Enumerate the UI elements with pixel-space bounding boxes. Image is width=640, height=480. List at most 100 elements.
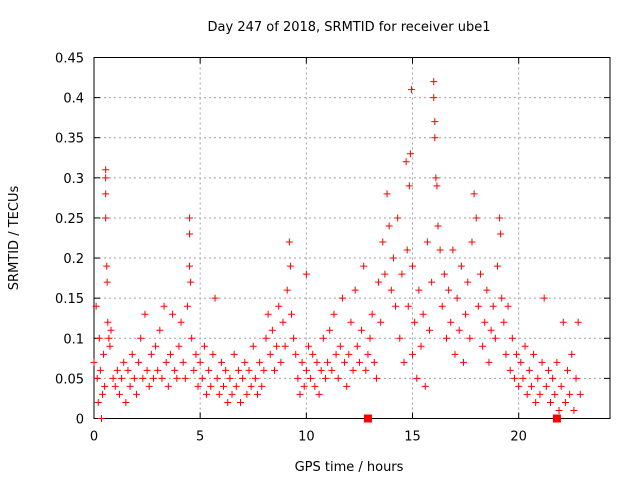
data-points bbox=[90, 78, 584, 423]
data-point bbox=[576, 390, 584, 398]
data-point bbox=[403, 246, 411, 254]
data-point bbox=[190, 366, 198, 374]
data-point bbox=[570, 406, 578, 414]
data-point bbox=[132, 390, 140, 398]
data-point bbox=[519, 374, 527, 382]
data-point bbox=[409, 350, 417, 358]
data-point bbox=[385, 222, 393, 230]
data-point bbox=[358, 326, 366, 334]
y-tick-label: 0.4 bbox=[63, 92, 84, 107]
data-point bbox=[196, 358, 204, 366]
data-point bbox=[405, 182, 413, 190]
data-point bbox=[130, 374, 138, 382]
data-point bbox=[508, 334, 516, 342]
data-point bbox=[102, 190, 110, 198]
data-point bbox=[366, 334, 374, 342]
data-point bbox=[394, 214, 402, 222]
data-point bbox=[341, 358, 349, 366]
data-point bbox=[102, 214, 110, 222]
data-point bbox=[188, 334, 196, 342]
data-point bbox=[149, 374, 157, 382]
gap-marker bbox=[363, 414, 372, 423]
data-point bbox=[572, 374, 580, 382]
data-point bbox=[181, 374, 189, 382]
data-point bbox=[198, 374, 206, 382]
data-point bbox=[553, 358, 561, 366]
data-point bbox=[94, 398, 102, 406]
data-point bbox=[436, 246, 444, 254]
data-point bbox=[402, 158, 410, 166]
data-point bbox=[321, 374, 329, 382]
data-point bbox=[362, 366, 370, 374]
data-point bbox=[513, 350, 521, 358]
data-point bbox=[349, 366, 357, 374]
data-point bbox=[445, 286, 453, 294]
data-point bbox=[396, 334, 404, 342]
data-point bbox=[432, 174, 440, 182]
data-point bbox=[527, 382, 535, 390]
data-point bbox=[568, 350, 576, 358]
grid-lines bbox=[94, 57, 610, 419]
data-point bbox=[258, 382, 266, 390]
x-tick-label: 5 bbox=[196, 430, 204, 445]
data-point bbox=[372, 374, 380, 382]
data-point bbox=[239, 374, 247, 382]
data-point bbox=[411, 318, 419, 326]
data-point bbox=[426, 326, 434, 334]
data-point bbox=[260, 366, 268, 374]
data-point bbox=[387, 286, 395, 294]
data-point bbox=[228, 390, 236, 398]
data-point bbox=[338, 294, 346, 302]
data-point bbox=[186, 262, 194, 270]
data-point bbox=[353, 342, 361, 350]
data-point bbox=[466, 334, 474, 342]
data-point bbox=[368, 310, 376, 318]
data-point bbox=[455, 326, 463, 334]
data-point bbox=[540, 294, 548, 302]
y-tick-label: 0.2 bbox=[63, 252, 84, 267]
data-point bbox=[249, 342, 257, 350]
data-point bbox=[574, 318, 582, 326]
data-point bbox=[162, 358, 170, 366]
data-point bbox=[506, 366, 514, 374]
data-point bbox=[194, 382, 202, 390]
data-point bbox=[547, 398, 555, 406]
data-point bbox=[296, 390, 304, 398]
data-point bbox=[464, 278, 472, 286]
data-point bbox=[419, 310, 427, 318]
data-point bbox=[355, 358, 363, 366]
data-point bbox=[459, 358, 467, 366]
data-point bbox=[315, 390, 323, 398]
data-point bbox=[154, 366, 162, 374]
data-point bbox=[232, 382, 240, 390]
data-point bbox=[120, 358, 128, 366]
data-point bbox=[177, 318, 185, 326]
data-point bbox=[389, 254, 397, 262]
data-point bbox=[217, 358, 225, 366]
data-point bbox=[336, 342, 344, 350]
data-point bbox=[530, 350, 538, 358]
data-point bbox=[209, 350, 217, 358]
data-point bbox=[364, 350, 372, 358]
data-point bbox=[400, 358, 408, 366]
data-point bbox=[285, 238, 293, 246]
data-point bbox=[542, 382, 550, 390]
data-point bbox=[139, 374, 147, 382]
data-point bbox=[430, 78, 438, 86]
data-point bbox=[277, 358, 285, 366]
data-point bbox=[292, 350, 300, 358]
data-point bbox=[334, 374, 342, 382]
data-point bbox=[101, 382, 109, 390]
data-point bbox=[375, 278, 383, 286]
data-point bbox=[392, 302, 400, 310]
data-point bbox=[483, 286, 491, 294]
data-point bbox=[164, 382, 172, 390]
data-point bbox=[93, 374, 101, 382]
data-point bbox=[517, 358, 525, 366]
data-point bbox=[496, 214, 504, 222]
data-point bbox=[247, 382, 255, 390]
data-point bbox=[430, 94, 438, 102]
data-point bbox=[440, 270, 448, 278]
data-point bbox=[237, 398, 245, 406]
